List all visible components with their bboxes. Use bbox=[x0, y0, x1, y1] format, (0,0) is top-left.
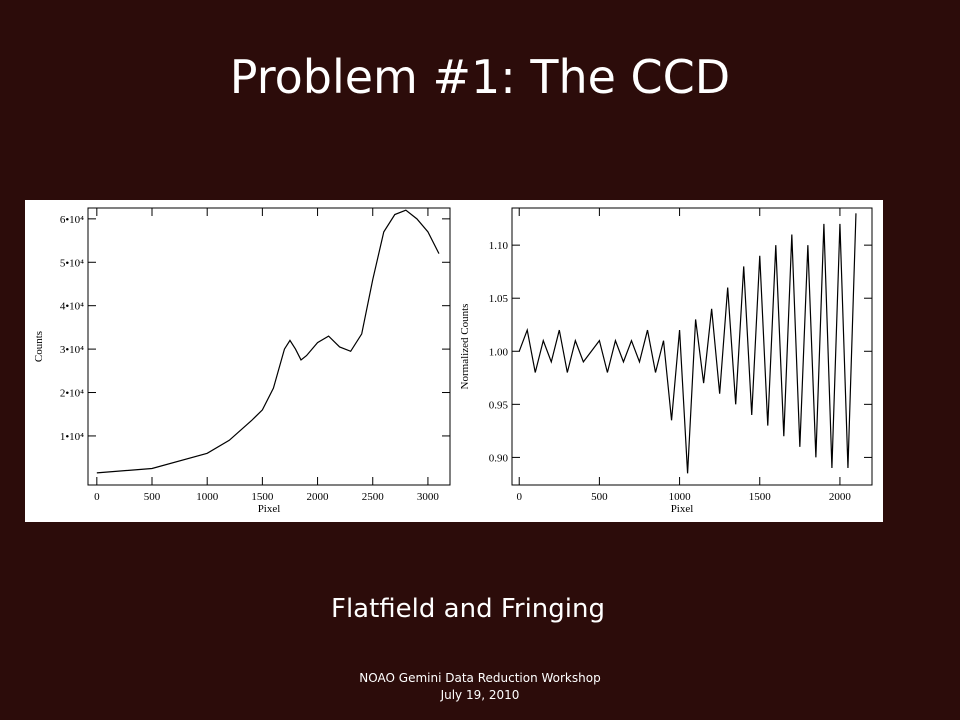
y-tick-label: 1•10⁴ bbox=[60, 431, 84, 443]
data-line bbox=[518, 213, 857, 474]
y-tick-label: 3•10⁴ bbox=[60, 344, 84, 356]
y-tick-label: 1.05 bbox=[489, 293, 509, 305]
y-axis-label: Counts bbox=[33, 331, 45, 362]
y-tick-label: 4•10⁴ bbox=[60, 301, 84, 313]
y-tick-label: 6•10⁴ bbox=[60, 214, 84, 226]
x-axis-label: Pixel bbox=[671, 503, 694, 515]
x-tick-label: 1500 bbox=[251, 491, 274, 503]
x-tick-label: 1500 bbox=[749, 491, 772, 503]
plot-frame bbox=[511, 207, 873, 486]
x-tick-label: 2000 bbox=[307, 491, 330, 503]
data-line bbox=[96, 209, 440, 474]
x-tick-label: 500 bbox=[591, 491, 608, 503]
chart-background bbox=[25, 200, 457, 522]
footer: NOAO Gemini Data Reduction Workshop bbox=[359, 671, 600, 685]
y-tick-label: 0.95 bbox=[489, 399, 509, 411]
x-tick-label: 2500 bbox=[362, 491, 385, 503]
x-tick-label: 1000 bbox=[196, 491, 219, 503]
y-tick-label: 1.10 bbox=[489, 240, 509, 252]
y-tick-label: 5•10⁴ bbox=[60, 257, 84, 269]
x-tick-label: 2000 bbox=[829, 491, 852, 503]
x-tick-label: 1000 bbox=[669, 491, 692, 503]
y-tick-label: 0.90 bbox=[489, 452, 509, 464]
x-tick-label: 0 bbox=[94, 491, 100, 503]
chart: 0 500 1000 1500 2000 0.90 0.95 1.00 1.05 1.10 Pixe… bbox=[455, 200, 883, 522]
caption: Flatfield and Fringing bbox=[331, 594, 605, 624]
x-tick-label: 500 bbox=[144, 491, 161, 503]
y-tick-label: 1.00 bbox=[489, 346, 509, 358]
x-axis-label: Pixel bbox=[258, 503, 281, 515]
x-tick-label: 0 bbox=[516, 491, 522, 503]
plot-frame bbox=[87, 207, 451, 486]
slide-title: Problem #1: The CCD bbox=[230, 50, 730, 104]
footer: July 19, 2010 bbox=[440, 688, 520, 702]
y-tick-label: 2•10⁴ bbox=[60, 388, 84, 400]
chart: 0 500 1000 1500 2000 2500 3000 1•10⁴ 2•10⁴ 3•10⁴ 4… bbox=[25, 200, 457, 522]
y-axis-label: Normalized Counts bbox=[459, 304, 471, 390]
x-tick-label: 3000 bbox=[417, 491, 440, 503]
